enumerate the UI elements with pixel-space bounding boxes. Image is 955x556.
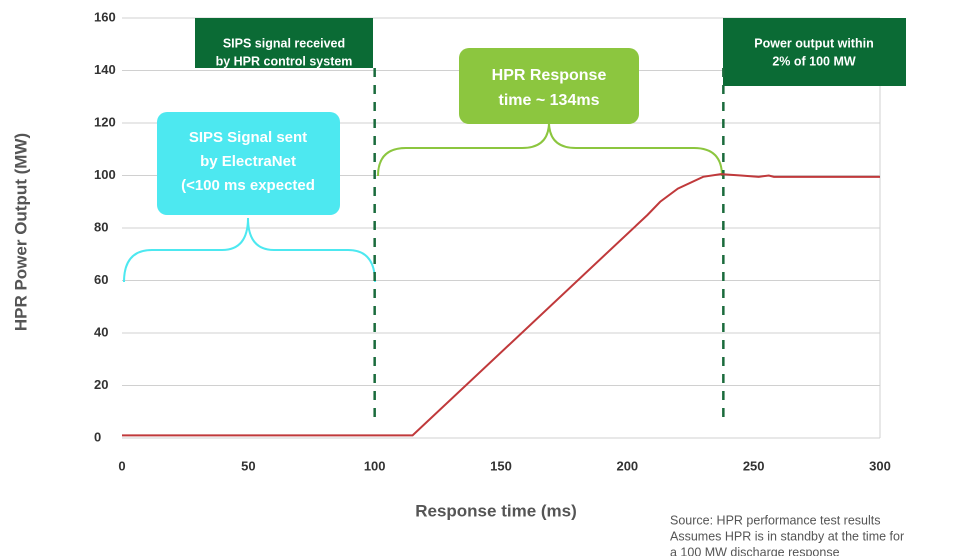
x-tick-label: 150 xyxy=(490,458,512,473)
source-note: Source: HPR performance test results xyxy=(670,513,881,527)
annotation-text: time ~ 134ms xyxy=(499,92,600,109)
annotation-text: (<100 ms expected xyxy=(181,177,315,194)
y-tick-label: 60 xyxy=(94,272,108,287)
x-tick-label: 50 xyxy=(241,458,255,473)
source-note: Assumes HPR is in standby at the time fo… xyxy=(670,529,904,543)
annotation-text: 2% of 100 MW xyxy=(772,54,856,68)
y-tick-label: 120 xyxy=(94,114,116,129)
annotation-box xyxy=(723,18,906,86)
brace xyxy=(377,121,723,177)
x-tick-label: 300 xyxy=(869,458,891,473)
annotation-text: SIPS signal received xyxy=(223,36,345,50)
annotation-box xyxy=(459,48,639,124)
y-tick-label: 160 xyxy=(94,9,116,24)
annotation-box xyxy=(157,112,340,215)
x-tick-label: 100 xyxy=(364,458,386,473)
source-note: a 100 MW discharge response xyxy=(670,545,840,556)
y-tick-label: 40 xyxy=(94,324,108,339)
y-axis-title: HPR Power Output (MW) xyxy=(11,133,30,331)
data-line xyxy=(122,173,880,437)
y-tick-label: 0 xyxy=(94,429,101,444)
x-tick-label: 200 xyxy=(616,458,638,473)
y-tick-label: 140 xyxy=(94,62,116,77)
x-tick-label: 0 xyxy=(118,458,125,473)
annotation-text: SIPS Signal sent xyxy=(189,129,307,146)
y-tick-label: 80 xyxy=(94,219,108,234)
x-axis-title: Response time (ms) xyxy=(415,501,577,520)
brace xyxy=(123,217,376,283)
annotation-text: by ElectraNet xyxy=(200,153,296,170)
y-tick-label: 20 xyxy=(94,377,108,392)
annotation-text: HPR Response xyxy=(492,67,607,84)
y-tick-label: 100 xyxy=(94,167,116,182)
annotation-text: by HPR control system xyxy=(216,54,353,68)
annotation-box xyxy=(195,18,373,68)
x-tick-label: 250 xyxy=(743,458,765,473)
annotation-text: Power output within xyxy=(754,36,873,50)
